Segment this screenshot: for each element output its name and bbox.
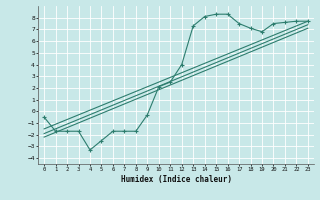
X-axis label: Humidex (Indice chaleur): Humidex (Indice chaleur) <box>121 175 231 184</box>
